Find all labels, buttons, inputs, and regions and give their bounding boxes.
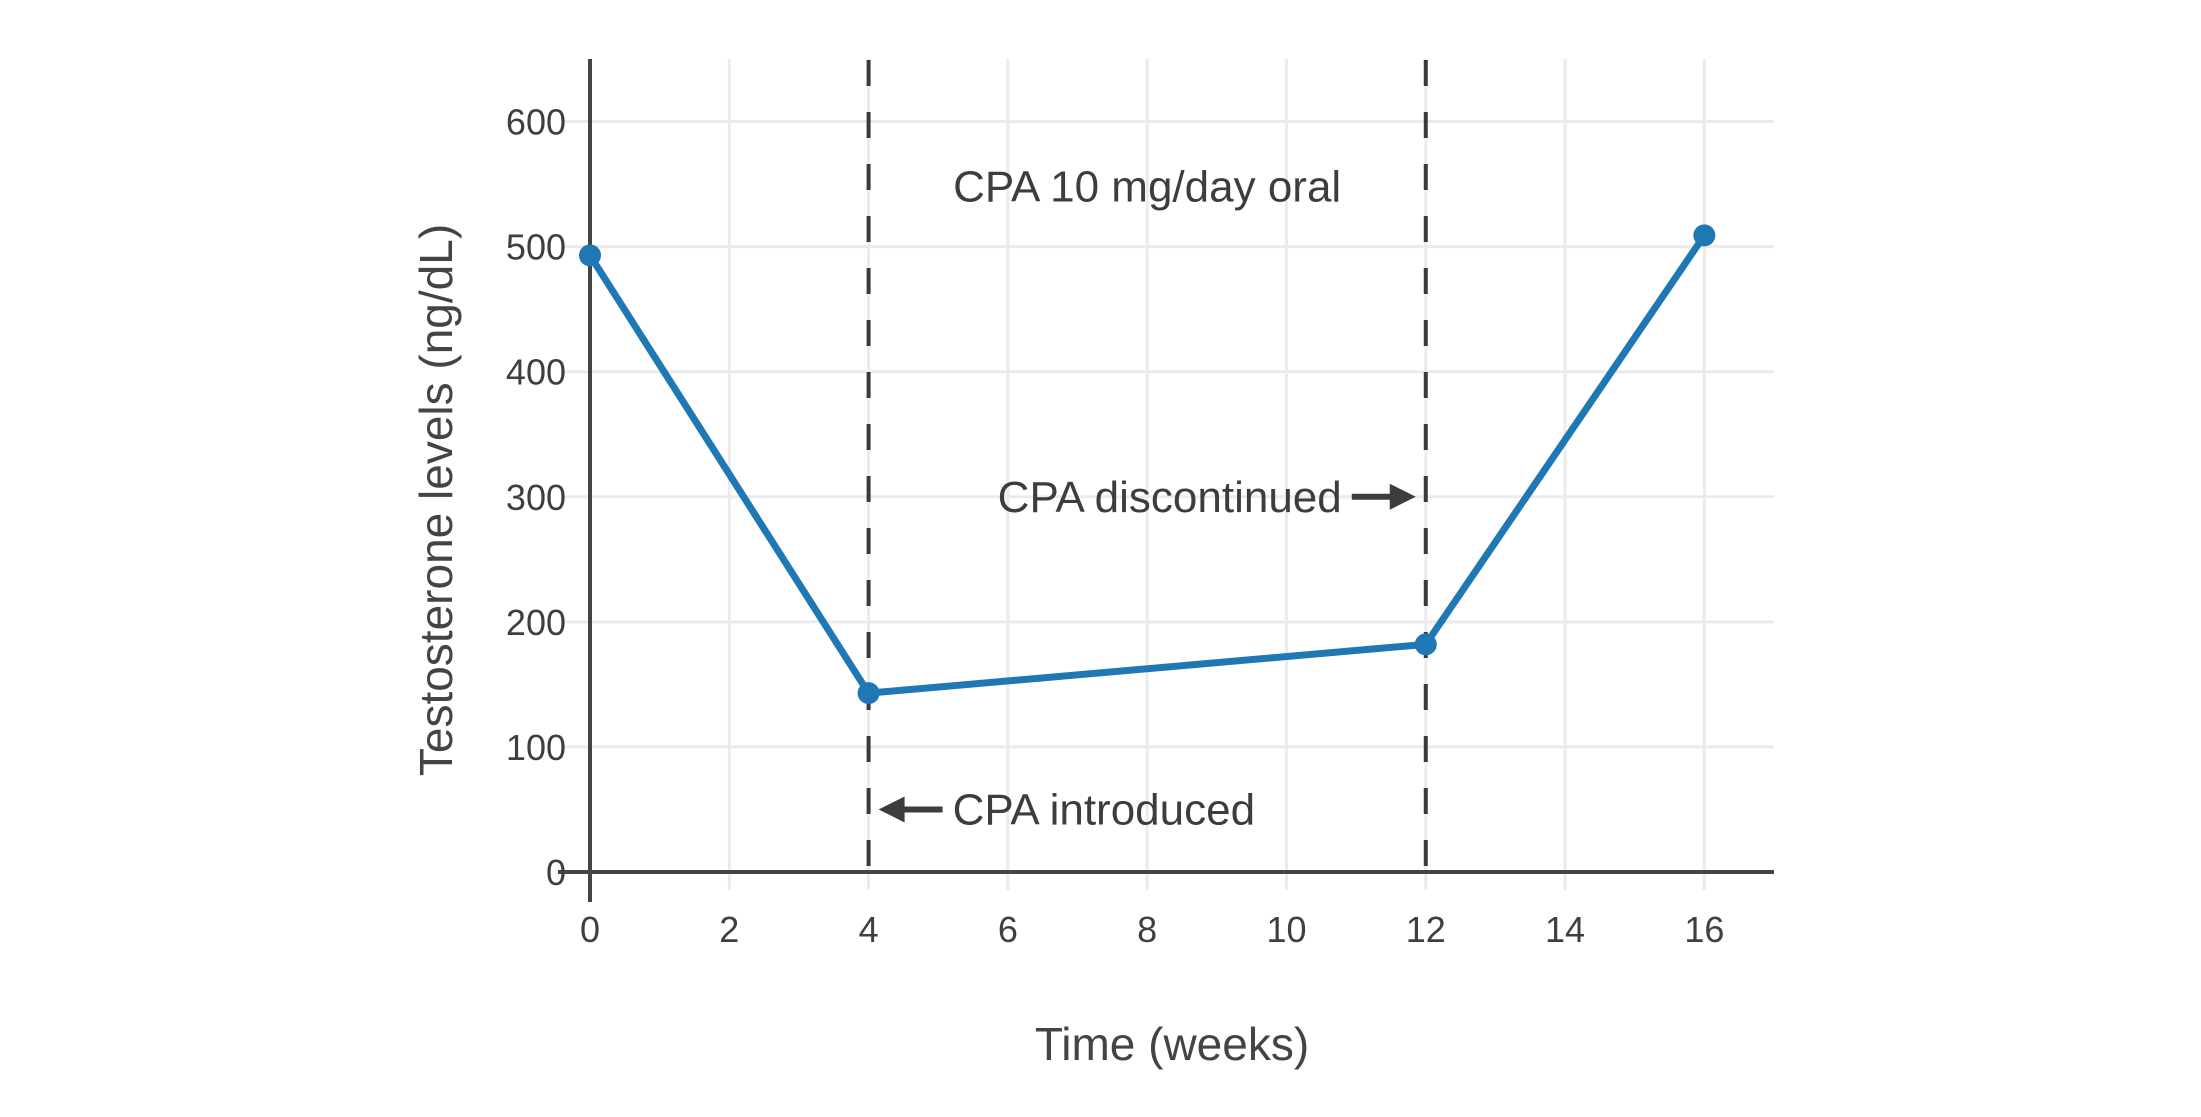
y-tick-label: 200	[506, 602, 566, 643]
left-arrow-icon	[878, 796, 905, 823]
y-axis-title: Testosterone levels (ng/dL)	[410, 224, 462, 776]
data-point	[857, 682, 880, 705]
x-tick-label: 10	[1266, 909, 1306, 950]
data-point	[1414, 633, 1437, 656]
data-point	[1693, 224, 1716, 247]
y-tick-label: 400	[506, 352, 566, 393]
x-tick-label: 6	[998, 909, 1018, 950]
y-tick-label: 300	[506, 477, 566, 518]
y-tick-label: 600	[506, 102, 566, 143]
annotations: CPA 10 mg/day oral CPA discontinued CPA in…	[878, 163, 1416, 834]
y-tick-label: 500	[506, 227, 566, 268]
annotation-label: CPA 10 mg/day oral	[953, 163, 1341, 212]
x-tick-label: 8	[1137, 909, 1157, 950]
x-tick-label: 2	[719, 909, 739, 950]
data-point	[579, 244, 601, 267]
data-series	[579, 224, 1716, 705]
y-tick-label: 100	[506, 727, 566, 768]
x-axis-title: Time (weeks)	[1035, 1018, 1309, 1070]
axes	[558, 59, 1774, 902]
gridlines	[564, 59, 1774, 890]
annotation-label: CPA discontinued	[998, 473, 1342, 522]
tick-labels: 0 2 4 6 8 10 12 14 16 0 100 200 300 400 500 600	[506, 102, 1724, 950]
x-tick-label: 16	[1684, 909, 1724, 950]
x-tick-label: 4	[859, 909, 879, 950]
x-tick-label: 14	[1545, 909, 1585, 950]
series-line	[586, 231, 1708, 697]
right-arrow-icon	[1389, 483, 1416, 510]
annotation-label: CPA introduced	[953, 785, 1255, 834]
x-tick-label: 12	[1406, 909, 1446, 950]
y-tick-label: 0	[546, 852, 566, 893]
x-tick-label: 0	[580, 909, 600, 950]
